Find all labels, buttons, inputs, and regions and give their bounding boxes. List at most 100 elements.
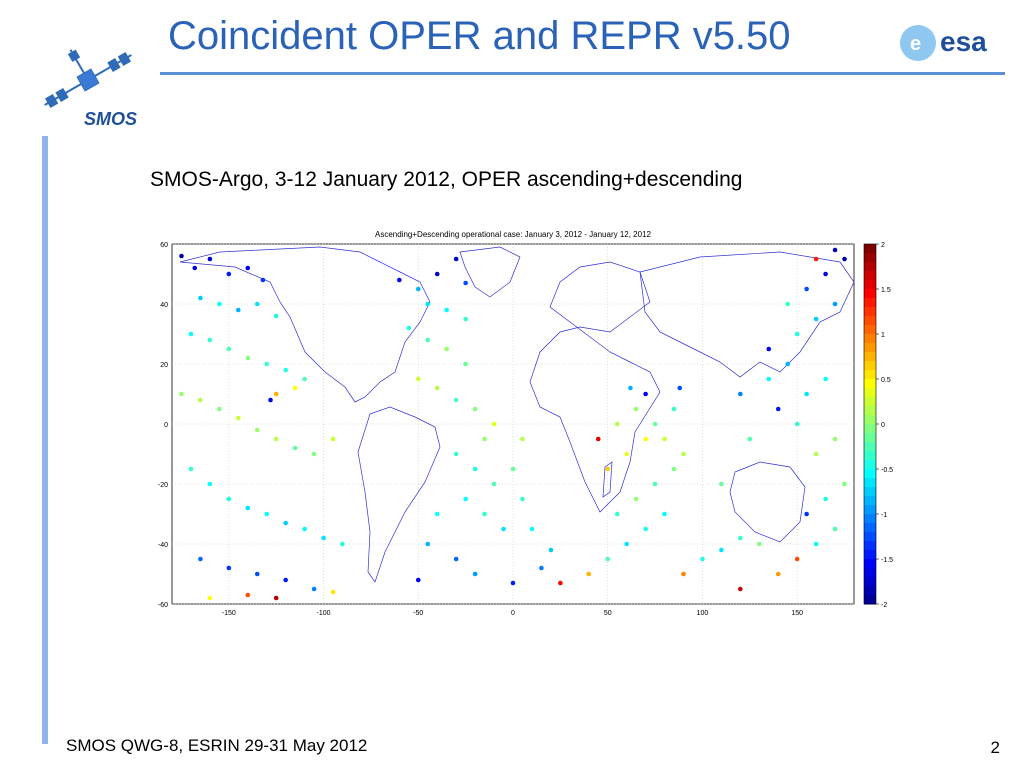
data-point — [823, 496, 828, 502]
data-point — [747, 436, 753, 442]
colorbar-segment — [864, 262, 876, 272]
colorbar-segment — [864, 352, 876, 362]
data-point — [482, 511, 487, 517]
colorbar-segment — [864, 388, 876, 398]
data-point — [501, 526, 506, 532]
data-point — [681, 571, 686, 577]
data-point — [273, 391, 279, 397]
data-point — [628, 385, 633, 391]
data-point — [292, 445, 298, 451]
colorbar-tick-label: -0.5 — [881, 467, 893, 474]
data-point — [283, 367, 288, 373]
data-point — [453, 556, 459, 562]
y-tick-label: -60 — [158, 602, 168, 609]
data-point — [330, 436, 336, 442]
data-point — [832, 436, 838, 442]
data-point — [207, 337, 213, 343]
esa-logo: e esa — [900, 25, 987, 61]
data-point — [273, 313, 279, 319]
colorbar-segment — [864, 253, 876, 263]
data-point — [662, 511, 667, 517]
slide-title: Coincident OPER and REPR v5.50 — [168, 14, 791, 58]
esa-logo-text: esa — [940, 26, 987, 57]
data-point — [785, 361, 790, 367]
data-point — [434, 271, 440, 277]
data-point — [738, 586, 743, 592]
data-point — [766, 376, 772, 382]
colorbar-segment — [864, 514, 876, 524]
y-tick-label: 0 — [164, 422, 168, 429]
y-tick-label: -20 — [158, 482, 168, 489]
colorbar-segment — [864, 397, 876, 407]
data-point — [823, 271, 828, 277]
data-point — [188, 466, 194, 472]
data-point — [254, 571, 260, 577]
data-point — [832, 301, 838, 307]
colorbar-segment — [864, 433, 876, 443]
data-point — [832, 247, 838, 253]
data-point — [192, 265, 198, 271]
data-point — [529, 526, 535, 532]
data-point — [775, 406, 781, 412]
y-tick-label: 20 — [160, 362, 168, 369]
data-point — [226, 565, 232, 571]
data-point — [539, 565, 544, 571]
colorbar-tick-label: -1 — [881, 512, 887, 519]
data-point — [677, 385, 683, 391]
colorbar-tick-label: 1.5 — [881, 287, 891, 294]
data-point — [756, 541, 762, 547]
grid-lines — [172, 243, 854, 605]
colorbar-segment — [864, 523, 876, 533]
data-point — [273, 436, 279, 442]
data-point — [207, 595, 213, 601]
data-point — [260, 277, 266, 283]
data-point — [719, 547, 724, 553]
data-point — [444, 307, 449, 313]
data-point — [719, 481, 724, 487]
colorbar: 2 1.5 1 0.5 0 -0.5 -1 -1.5 -2 — [863, 242, 893, 609]
colorbar-segment — [864, 451, 876, 461]
data-point — [813, 451, 819, 457]
data-point — [794, 421, 800, 427]
colorbar-segment — [864, 307, 876, 317]
data-point — [397, 277, 402, 283]
data-point — [434, 511, 440, 517]
data-point — [633, 406, 639, 412]
data-point — [425, 337, 431, 343]
data-point — [226, 496, 232, 502]
colorbar-segment — [864, 289, 876, 299]
data-point — [813, 256, 819, 262]
colorbar-segment — [864, 370, 876, 380]
data-point — [624, 451, 629, 457]
data-point — [463, 496, 468, 502]
data-point — [217, 301, 222, 307]
data-point — [179, 253, 184, 259]
data-point — [813, 541, 819, 547]
colorbar-segment — [864, 595, 876, 605]
satellite-icon — [44, 49, 132, 109]
data-point — [245, 505, 251, 511]
colorbar-segment — [864, 271, 876, 281]
data-point — [832, 526, 838, 532]
data-point — [463, 361, 468, 367]
data-point — [794, 331, 800, 337]
data-point — [415, 286, 421, 292]
data-points — [179, 247, 847, 601]
x-tick-label: 150 — [791, 610, 803, 617]
data-point — [738, 391, 743, 397]
chart-subtitle: SMOS-Argo, 3-12 January 2012, OPER ascen… — [150, 168, 743, 191]
data-point — [614, 421, 620, 427]
colorbar-segment — [864, 577, 876, 587]
data-point — [207, 256, 213, 262]
svg-text:e: e — [910, 33, 921, 55]
data-point — [340, 541, 345, 547]
colorbar-segment — [864, 541, 876, 551]
colorbar-segment — [864, 478, 876, 488]
data-point — [633, 496, 639, 502]
data-point — [671, 466, 677, 472]
data-point — [472, 406, 478, 412]
data-point — [842, 256, 847, 262]
data-point — [302, 376, 307, 382]
colorbar-segment — [864, 469, 876, 479]
data-point — [605, 556, 611, 562]
